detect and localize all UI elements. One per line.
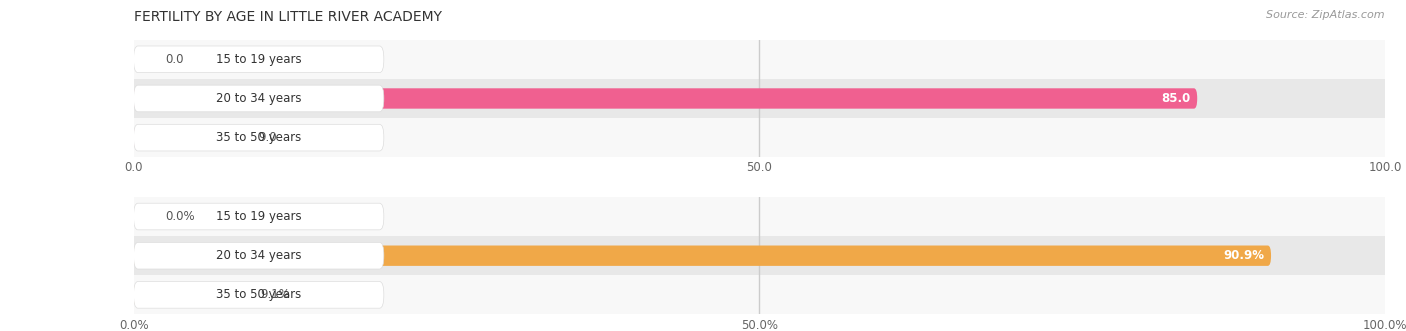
Bar [134, 40, 1385, 79]
Text: 15 to 19 years: 15 to 19 years [217, 53, 301, 66]
Bar [134, 197, 1385, 236]
FancyBboxPatch shape [134, 127, 246, 148]
FancyBboxPatch shape [134, 285, 247, 305]
Bar [134, 118, 1385, 157]
Text: 0.0: 0.0 [165, 53, 183, 66]
Text: 0.0%: 0.0% [165, 210, 194, 223]
FancyBboxPatch shape [134, 282, 384, 308]
Text: 20 to 34 years: 20 to 34 years [217, 249, 301, 262]
Text: 15 to 19 years: 15 to 19 years [217, 210, 301, 223]
Text: 85.0: 85.0 [1161, 92, 1191, 105]
Text: 90.9%: 90.9% [1223, 249, 1265, 262]
Text: 35 to 50 years: 35 to 50 years [217, 288, 301, 301]
FancyBboxPatch shape [134, 46, 384, 72]
Text: 9.1%: 9.1% [260, 288, 290, 301]
Text: FERTILITY BY AGE IN LITTLE RIVER ACADEMY: FERTILITY BY AGE IN LITTLE RIVER ACADEMY [134, 10, 441, 24]
Text: 9.0: 9.0 [259, 131, 277, 144]
Text: 35 to 50 years: 35 to 50 years [217, 131, 301, 144]
FancyBboxPatch shape [134, 88, 1198, 109]
Text: Source: ZipAtlas.com: Source: ZipAtlas.com [1267, 10, 1385, 20]
FancyBboxPatch shape [134, 85, 384, 112]
Bar [134, 79, 1385, 118]
FancyBboxPatch shape [134, 203, 384, 230]
FancyBboxPatch shape [134, 124, 384, 151]
Bar [134, 275, 1385, 314]
FancyBboxPatch shape [134, 246, 1271, 266]
Text: 20 to 34 years: 20 to 34 years [217, 92, 301, 105]
Bar [134, 236, 1385, 275]
FancyBboxPatch shape [134, 242, 384, 269]
